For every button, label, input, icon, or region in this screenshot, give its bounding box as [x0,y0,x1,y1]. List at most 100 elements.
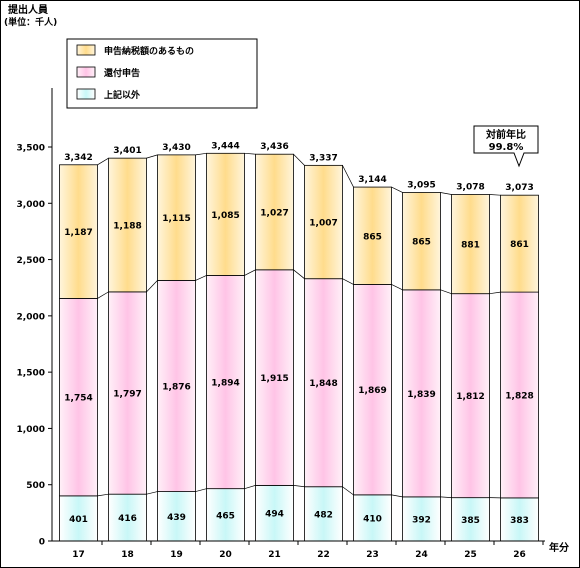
data-label: 1,085 [211,211,239,221]
series-connector-line [97,291,109,299]
data-label: 392 [412,515,431,525]
series-connector-line [391,284,403,291]
y-tick-label: 2,000 [17,312,45,322]
legend-box [66,38,258,109]
data-label: 494 [265,510,284,520]
x-axis-ticks: 17 18 19 20 21 22 23 24 25 26 [72,541,544,560]
series-connector-line [293,269,305,279]
legend-swatch [76,88,96,100]
bar-segment [353,494,392,542]
series-connector-line [146,280,158,293]
data-label: 401 [69,515,88,525]
series-connector-line [342,486,354,496]
y-tick-label: 3,500 [17,144,45,154]
series-connectors [97,152,501,499]
x-tick-label: 18 [121,550,134,560]
y-tick-label: 0 [39,538,45,548]
series-connector-line [244,485,256,489]
data-label: 1,848 [309,379,337,389]
series-connector-line [97,157,109,166]
data-label: 1,894 [211,379,239,389]
y-axis-title: 提出人員 [8,3,48,16]
total-label: 3,430 [162,143,190,153]
data-label: 1,027 [260,209,288,219]
bar-segment [255,153,294,271]
total-label: 3,073 [505,183,533,193]
data-label: 416 [118,514,137,524]
series-connector-line [440,496,452,499]
data-label: 1,915 [260,374,288,384]
annotation-callout [473,125,539,168]
series-connector-line [440,192,452,195]
legend-swatch [76,44,96,56]
series-connector-line [391,494,403,498]
x-tick-label: 22 [317,550,330,560]
data-label: 439 [167,513,186,523]
y-tick-label: 500 [26,481,45,491]
total-label: 3,078 [456,183,484,193]
series-connector-line [293,153,305,166]
series-connector-line [440,289,452,295]
series-connector-line [244,269,256,276]
data-label: 465 [216,511,235,521]
bars-group [59,152,539,542]
bar-segment [206,275,245,490]
x-tick-label: 23 [366,550,379,560]
series-connector-line [195,488,207,492]
bar-segment [108,157,147,293]
bar-segment [500,497,539,542]
y-tick-label: 1,000 [17,425,45,435]
y-tick-label: 3,000 [17,200,45,210]
x-tick-label: 24 [415,550,428,560]
bar-segment [353,186,392,285]
data-label: 482 [314,510,333,520]
data-label: 1,876 [162,382,190,392]
total-label: 3,095 [407,180,435,190]
annotation-line2: 99.8% [489,142,524,153]
data-label: 410 [363,514,382,524]
data-label: 383 [510,516,529,526]
data-label: 1,828 [505,391,533,401]
series-connector-line [489,194,501,196]
series-connector-line [293,485,305,488]
data-label: 881 [461,241,480,251]
series-connector-line [97,493,109,497]
legend-swatch [76,66,96,78]
total-label: 3,342 [64,153,92,163]
total-label: 3,436 [260,142,288,152]
bar-segment [500,291,539,499]
x-tick-label: 19 [170,550,183,560]
series-connector-line [146,154,158,159]
x-axis-title: 年分 [549,541,569,554]
data-label: 385 [461,516,480,526]
series-connector-line [195,275,207,281]
data-label: 1,754 [64,394,92,404]
data-label: 1,115 [162,214,190,224]
series-connector-line [195,152,207,156]
data-label: 861 [510,240,529,250]
series-connector-line [391,186,403,193]
y-axis-ticks: 0 500 1,000 1,500 2,000 2,500 3,000 3,500 [17,144,52,548]
series-connector-line [244,152,256,155]
unit-note: (単位：千人) [4,16,57,28]
bar-segment [206,152,245,276]
series-connector-line [489,291,501,295]
series-connector-line [342,278,354,285]
bar-segment [451,293,490,499]
bar-segment [255,269,294,486]
bar-segment [402,289,441,498]
bar-segment [304,486,343,542]
data-label: 1,797 [113,390,141,400]
data-label: 1,187 [64,228,92,238]
x-tick-label: 21 [268,550,281,560]
y-tick-label: 2,500 [17,256,45,266]
x-tick-label: 17 [72,550,85,560]
data-label: 865 [412,238,431,248]
bar-segment [451,497,490,542]
annotation-line1: 対前年比 [485,128,526,141]
total-label: 3,444 [211,141,239,151]
bar-segment [304,278,343,488]
data-labels: 401 1,754 1,187 3,342 416 1,797 1,188 3,401 439 1… [64,141,533,526]
